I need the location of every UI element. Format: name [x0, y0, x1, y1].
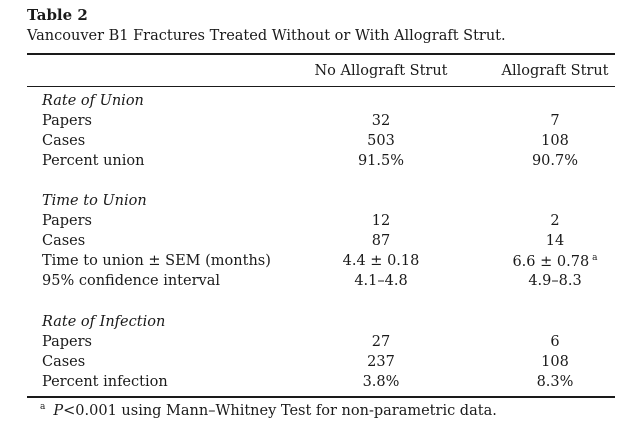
cell-allograft: 7: [480, 113, 630, 129]
cell-allograft-value: 8.3%: [536, 374, 574, 390]
cell-no-allograft: 91.5%: [357, 153, 405, 169]
header-rule: [27, 86, 615, 87]
row-label: Cases: [42, 354, 86, 370]
section-title: Rate of Infection: [42, 314, 166, 330]
row-label: Percent infection: [42, 374, 168, 390]
cell-allograft-value: 108: [541, 354, 569, 370]
cell-allograft: 2: [480, 213, 630, 229]
row-label: Papers: [42, 213, 92, 229]
cell-allograft: 6.6 ± 0.78 a: [480, 253, 630, 270]
bottom-rule: [27, 396, 615, 398]
table-row: Time to union ± SEM (months) 4.4 ± 0.18 6.…: [0, 253, 640, 273]
cell-allograft-value: 6.6 ± 0.78: [512, 253, 590, 270]
table-row: Papers 27 6: [0, 334, 640, 354]
cell-allograft-value: 4.9–8.3: [528, 273, 582, 289]
top-rule: [27, 53, 615, 55]
footnote-marker: a: [592, 253, 598, 263]
cell-no-allograft: 4.4 ± 0.18: [342, 253, 420, 269]
footnote-p-symbol: P: [53, 402, 64, 419]
row-label: Papers: [42, 334, 92, 350]
cell-allograft: 4.9–8.3: [480, 273, 630, 289]
table-caption: Vancouver B1 Fractures Treated Without o…: [27, 28, 506, 44]
footnote-mark: a: [40, 402, 46, 412]
row-label: Cases: [42, 133, 86, 149]
cell-no-allograft: 12: [371, 213, 391, 229]
table-row: Papers 12 2: [0, 213, 640, 233]
cell-allograft: 6: [480, 334, 630, 350]
table-row: Percent infection 3.8% 8.3%: [0, 374, 640, 394]
cell-no-allograft: 32: [371, 113, 391, 129]
row-label: Percent union: [42, 153, 145, 169]
cell-no-allograft: 3.8%: [362, 374, 400, 390]
cell-no-allograft: 27: [371, 334, 391, 350]
table-row: Papers 32 7: [0, 113, 640, 133]
footnote: a P<0.001 using Mann–Whitney Test for non…: [40, 402, 497, 419]
table-row: Cases 87 14: [0, 233, 640, 253]
footnote-text: <0.001 using Mann–Whitney Test for non-p…: [63, 402, 497, 419]
cell-allograft-value: 2: [550, 213, 560, 229]
cell-allograft-value: 108: [541, 133, 569, 149]
table-row: Percent union 91.5% 90.7%: [0, 153, 640, 173]
cell-allograft: 14: [480, 233, 630, 249]
table-label: Table 2: [27, 6, 88, 24]
table-row: Cases 503 108: [0, 133, 640, 153]
cell-allograft-value: 90.7%: [531, 153, 579, 169]
row-label: 95% confidence interval: [42, 273, 221, 289]
cell-no-allograft: 4.1–4.8: [354, 273, 408, 289]
cell-no-allograft: 237: [367, 354, 395, 370]
cell-allograft: 108: [480, 354, 630, 370]
section-title: Time to Union: [42, 193, 147, 209]
column-header-no-allograft: No Allograft Strut: [314, 63, 448, 79]
row-label: Cases: [42, 233, 86, 249]
cell-no-allograft: 87: [371, 233, 391, 249]
table-row: 95% confidence interval 4.1–4.8 4.9–8.3: [0, 273, 640, 293]
cell-allograft-value: 14: [545, 233, 565, 249]
cell-no-allograft: 503: [367, 133, 395, 149]
cell-allograft: 90.7%: [480, 153, 630, 169]
table-row: Cases 237 108: [0, 354, 640, 374]
cell-allograft: 8.3%: [480, 374, 630, 390]
cell-allograft-value: 7: [550, 113, 560, 129]
row-label: Time to union ± SEM (months): [42, 253, 271, 269]
row-label: Papers: [42, 113, 92, 129]
cell-allograft: 108: [480, 133, 630, 149]
column-header-allograft: Allograft Strut: [501, 63, 609, 79]
cell-allograft-value: 6: [550, 334, 560, 350]
section-title: Rate of Union: [42, 93, 144, 109]
